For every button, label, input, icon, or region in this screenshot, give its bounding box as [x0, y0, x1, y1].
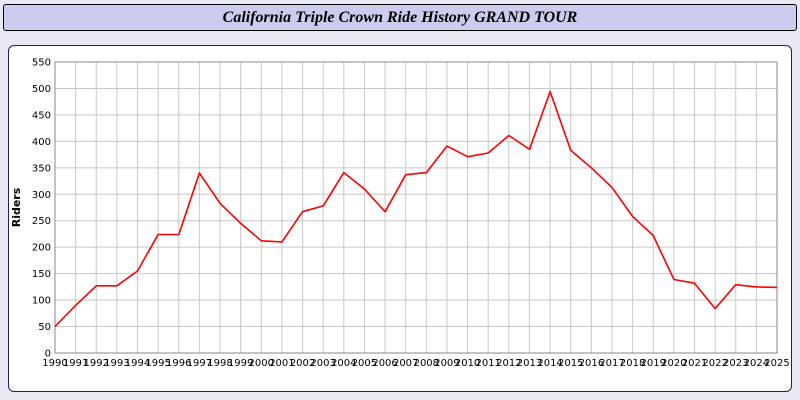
line-chart-svg: 0501001502002503003504004505005501990199…	[10, 58, 790, 370]
x-tick-label: 2019	[641, 358, 666, 369]
x-tick-label: 1991	[63, 358, 88, 369]
y-tick-label: 400	[32, 137, 51, 148]
x-tick-label: 1998	[207, 358, 232, 369]
x-tick-label: 2009	[434, 358, 459, 369]
x-tick-label: 2023	[723, 358, 748, 369]
x-tick-label: 2024	[744, 358, 769, 369]
x-tick-label: 2007	[393, 358, 418, 369]
y-tick-label: 450	[32, 110, 51, 121]
x-tick-label: 2012	[496, 358, 521, 369]
y-axis-label: Riders	[10, 187, 23, 227]
x-tick-label: 2014	[537, 358, 562, 369]
x-tick-label: 2010	[455, 358, 480, 369]
x-tick-label: 1995	[145, 358, 170, 369]
y-tick-label: 300	[32, 190, 51, 201]
x-tick-label: 1992	[84, 358, 109, 369]
x-tick-label: 1996	[166, 358, 191, 369]
x-tick-label: 2004	[331, 358, 356, 369]
x-tick-label: 2015	[558, 358, 583, 369]
x-tick-label: 2002	[290, 358, 315, 369]
x-tick-label: 1999	[228, 358, 253, 369]
x-tick-label: 1994	[125, 358, 150, 369]
y-tick-label: 250	[32, 216, 51, 227]
x-tick-label: 2020	[661, 358, 686, 369]
x-tick-label: 2016	[579, 358, 604, 369]
x-tick-label: 1993	[104, 358, 129, 369]
y-tick-label: 200	[32, 243, 51, 254]
x-tick-label: 2008	[414, 358, 439, 369]
x-tick-label: 2013	[517, 358, 542, 369]
y-tick-label: 350	[32, 163, 51, 174]
y-tick-label: 500	[32, 84, 51, 95]
x-tick-label: 2000	[249, 358, 274, 369]
x-tick-label: 2017	[599, 358, 624, 369]
y-tick-label: 0	[45, 349, 51, 360]
data-line	[54, 90, 778, 328]
ride-history-chart: 0 50 100 150 200 250 300 350 400 450 500 550 1990 199…	[9, 46, 791, 391]
x-tick-label: 1990	[42, 358, 67, 369]
x-tick-label: 2018	[620, 358, 645, 369]
x-tick-label: 2021	[682, 358, 707, 369]
y-tick-label: 150	[32, 269, 51, 280]
y-tick-label: 550	[32, 58, 51, 69]
y-tick-label: 100	[32, 296, 51, 307]
page-title: California Triple Crown Ride History GRA…	[222, 8, 578, 26]
x-tick-label: 2025	[764, 358, 789, 369]
x-tick-label: 2011	[475, 358, 500, 369]
x-tick-label: 2003	[310, 358, 335, 369]
x-tick-label: 2006	[372, 358, 397, 369]
x-tick-label: 2001	[269, 358, 294, 369]
x-tick-label: 1997	[187, 358, 212, 369]
plot-border	[54, 61, 778, 354]
x-tick-label: 2005	[352, 358, 377, 369]
y-tick-label: 50	[38, 322, 51, 333]
chart-panel: 0 50 100 150 200 250 300 350 400 450 500 550 1990 199…	[8, 45, 792, 392]
x-tick-label: 2022	[702, 358, 727, 369]
chart-header: California Triple Crown Ride History GRA…	[3, 4, 797, 31]
